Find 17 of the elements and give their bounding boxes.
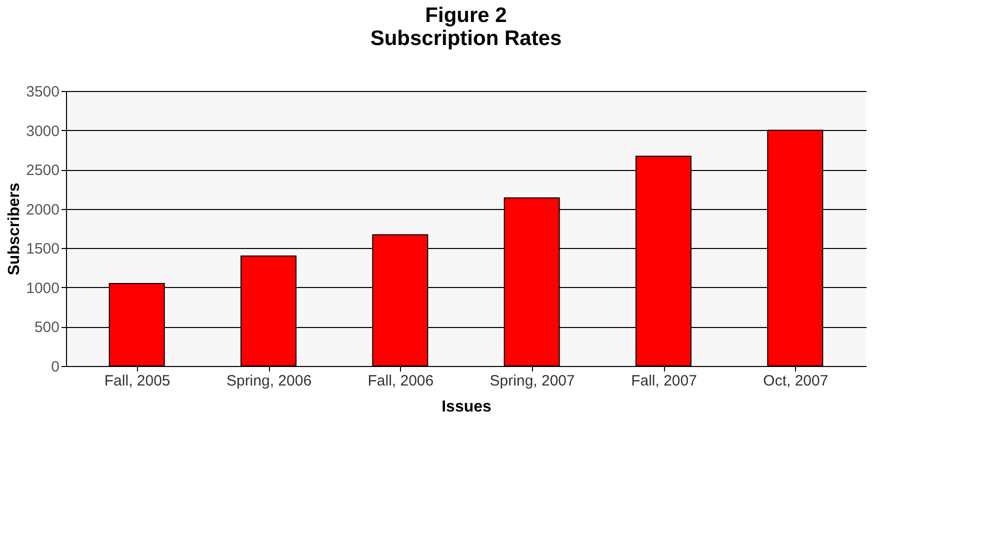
chart-title: Figure 2 Subscription Rates: [370, 4, 562, 50]
y-tick-label: 2500: [26, 162, 60, 180]
y-tick-label: 500: [34, 319, 60, 336]
y-tick-label: 1500: [26, 240, 60, 258]
y-axis-title: Subscribers: [6, 182, 24, 276]
x-tick-label: Fall, 2007: [631, 372, 697, 390]
x-tick-label: Fall, 2005: [104, 372, 170, 390]
x-tick-label: Fall, 2006: [368, 372, 434, 390]
x-tick-label: Spring, 2007: [490, 372, 575, 390]
x-tick-label: Spring, 2006: [226, 372, 312, 390]
x-tick-label: Oct, 2007: [763, 372, 828, 390]
y-tick-label: 3500: [26, 84, 60, 100]
x-axis-title: Issues: [442, 398, 492, 416]
y-tick-label: 0: [51, 358, 60, 376]
y-tick-label: 2000: [26, 201, 60, 218]
y-tick-label: 1000: [26, 280, 60, 297]
y-tick-label: 3000: [26, 122, 60, 140]
